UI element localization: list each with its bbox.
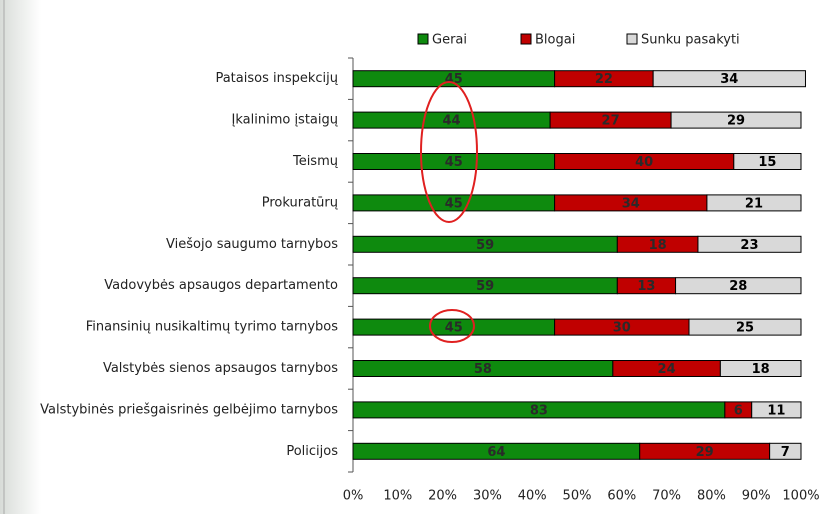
- bar-segment: [719, 360, 802, 377]
- value-label: 44: [443, 114, 461, 129]
- legend-swatch: [417, 33, 429, 45]
- value-label: 13: [637, 279, 655, 294]
- x-tick-label: 70%: [652, 489, 681, 504]
- value-label: 30: [613, 321, 631, 336]
- bar-segment: [751, 401, 802, 419]
- value-label: 27: [602, 114, 620, 129]
- x-tick-label: 20%: [428, 489, 457, 504]
- y-tick-label: Pataisos inspekcijų: [215, 71, 338, 86]
- value-label: 34: [720, 72, 738, 87]
- legend-swatch: [626, 33, 638, 45]
- value-label: 25: [736, 321, 754, 336]
- legend-label: Blogai: [535, 33, 575, 48]
- value-label: 24: [658, 362, 676, 377]
- value-label: 22: [595, 72, 613, 87]
- value-label: 64: [487, 445, 505, 460]
- y-tick-label: Teismų: [292, 154, 338, 169]
- x-tick-label: 100%: [782, 489, 819, 504]
- value-label: 45: [445, 196, 463, 211]
- y-tick-label: Viešojo saugumo tarnybos: [166, 237, 338, 252]
- y-tick-label: Valstybinės priešgaisrinės gelbėjimo tar…: [40, 402, 338, 417]
- y-tick-label: Policijos: [286, 444, 338, 459]
- value-label: 58: [474, 362, 492, 377]
- highlight-ellipse: [429, 309, 475, 343]
- bar-segment: [652, 70, 806, 88]
- y-tick-label: Vadovybės apsaugos departamento: [104, 278, 338, 293]
- value-label: 59: [476, 238, 494, 253]
- y-tick-label: Finansinių nusikaltimų tyrimo tarnybos: [86, 320, 338, 335]
- value-label: 83: [530, 403, 548, 418]
- x-tick-label: 0%: [343, 489, 364, 504]
- plot: 0% 10% 20% 30% 40% 50% 60% 70% 80% 90% 100% Pataiso…: [40, 33, 819, 504]
- x-tick-label: 60%: [607, 489, 636, 504]
- y-tick-label: Prokuratūrų: [262, 195, 338, 210]
- x-tick-label: 80%: [697, 489, 726, 504]
- value-label: 18: [649, 238, 667, 253]
- value-label: 29: [727, 114, 745, 129]
- y-tick-label: Įkalinimo įstaigų: [232, 113, 338, 128]
- bar-segment: [688, 318, 802, 336]
- value-label: 11: [767, 403, 785, 418]
- value-label: 15: [758, 155, 776, 170]
- value-label: 45: [445, 155, 463, 170]
- value-label: 59: [476, 279, 494, 294]
- legend-label: Gerai: [432, 33, 467, 48]
- x-tick-label: 90%: [742, 489, 771, 504]
- x-tick-label: 50%: [563, 489, 592, 504]
- bar-segment: [706, 194, 802, 212]
- value-label: 45: [445, 321, 463, 336]
- value-label: 21: [745, 196, 763, 211]
- legend-label: Sunku pasakyti: [641, 33, 740, 48]
- value-label: 7: [781, 445, 790, 460]
- value-label: 28: [729, 279, 747, 294]
- bar-segment: [670, 111, 802, 129]
- legend-swatch: [520, 33, 532, 45]
- x-tick-label: 10%: [383, 489, 412, 504]
- x-tick-label: 30%: [473, 489, 502, 504]
- value-label: 34: [622, 196, 640, 211]
- value-label: 18: [752, 362, 770, 377]
- bar-segment: [675, 277, 802, 295]
- value-label: 45: [445, 72, 463, 87]
- x-tick-label: 40%: [518, 489, 547, 504]
- value-label: 40: [635, 155, 653, 170]
- y-tick-label: Valstybės sienos apsaugos tarnybos: [103, 361, 338, 376]
- value-label: 29: [696, 445, 714, 460]
- value-label: 23: [740, 238, 758, 253]
- value-label: 6: [734, 403, 743, 418]
- bar-segment: [769, 442, 802, 460]
- bar-segment: [697, 235, 802, 253]
- highlight-ellipse: [420, 81, 478, 223]
- bar-segment: [733, 153, 802, 170]
